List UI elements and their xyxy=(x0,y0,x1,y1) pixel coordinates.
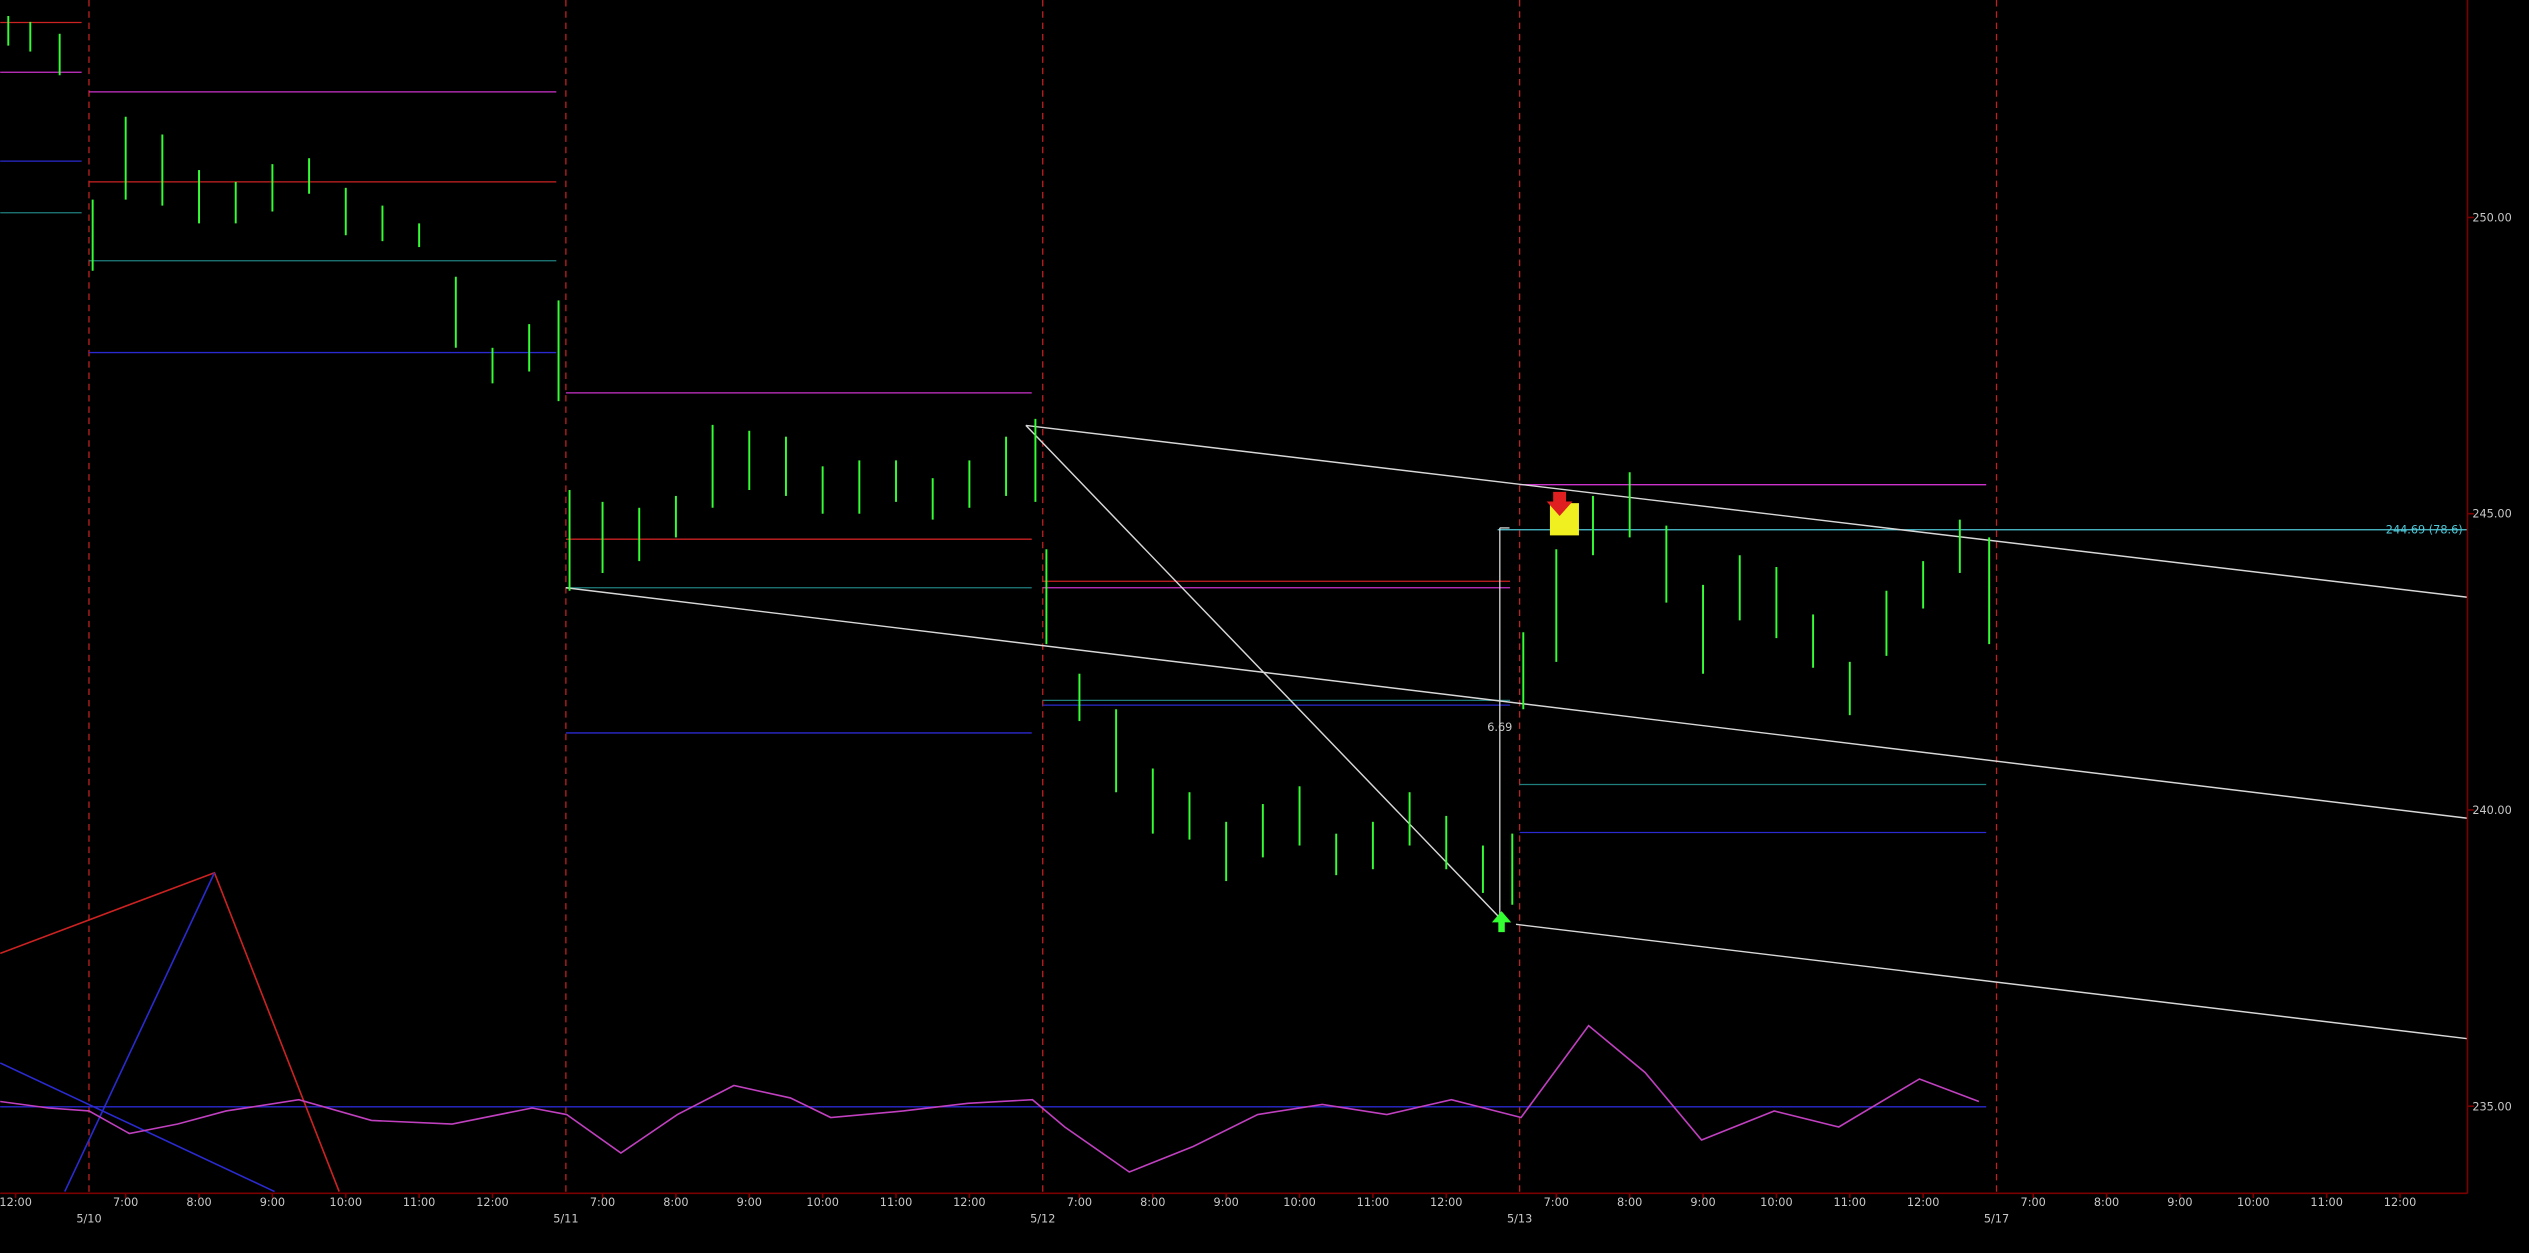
x-tick-label: 7:00 xyxy=(590,1196,615,1209)
oscillator-line xyxy=(0,1024,1980,1173)
x-tick-label: 11:00 xyxy=(1834,1196,1866,1209)
x-tick-label: 12:00 xyxy=(476,1196,508,1209)
trend-line xyxy=(565,587,2468,819)
zigzag-line xyxy=(0,1062,275,1193)
y-tick-label: 250.00 xyxy=(2472,211,2511,224)
x-tick-label: 7:00 xyxy=(1067,1196,1092,1209)
x-tick-label: 7:00 xyxy=(2021,1196,2046,1209)
y-tick-label: 235.00 xyxy=(2472,1100,2511,1113)
x-tick-label: 8:00 xyxy=(1140,1196,1165,1209)
x-tick-label: 9:00 xyxy=(2167,1196,2192,1209)
x-tick-label: 8:00 xyxy=(186,1196,211,1209)
y-tick-label: 245.00 xyxy=(2472,508,2511,521)
x-tick-label: 9:00 xyxy=(1214,1196,1239,1209)
x-tick-label: 11:00 xyxy=(1357,1196,1389,1209)
x-tick-label: 8:00 xyxy=(2094,1196,2119,1209)
buy-arrow xyxy=(1491,911,1512,933)
date-label: 5/17 xyxy=(1984,1212,2009,1225)
trend-line xyxy=(1025,424,1501,919)
x-tick-label: 9:00 xyxy=(1690,1196,1715,1209)
x-tick-label: 10:00 xyxy=(330,1196,362,1209)
x-tick-label: 11:00 xyxy=(2310,1196,2342,1209)
x-tick-label: 9:00 xyxy=(737,1196,762,1209)
date-label: 5/10 xyxy=(76,1212,101,1225)
y-tick-label: 240.00 xyxy=(2472,804,2511,817)
x-tick-label: 11:00 xyxy=(880,1196,912,1209)
zigzag-line xyxy=(64,872,216,1192)
measure-label: 6.69 xyxy=(1487,721,1512,734)
x-tick-label: 12:00 xyxy=(953,1196,985,1209)
trend-line xyxy=(1025,424,2468,598)
x-tick-label: 8:00 xyxy=(663,1196,688,1209)
date-label: 5/12 xyxy=(1030,1212,1055,1225)
plot-area: 244.69 (78.6) 6.69 xyxy=(0,0,2468,1194)
date-label: 5/13 xyxy=(1507,1212,1532,1225)
x-tick-label: 7:00 xyxy=(113,1196,138,1209)
x-tick-label: 10:00 xyxy=(2237,1196,2269,1209)
x-tick-label: 12:00 xyxy=(1430,1196,1462,1209)
x-tick-label: 12:00 xyxy=(1907,1196,1939,1209)
x-tick-label: 10:00 xyxy=(1760,1196,1792,1209)
x-tick-label: 8:00 xyxy=(1617,1196,1642,1209)
level-label: 244.69 (78.6) xyxy=(2386,524,2463,537)
trend-line xyxy=(1515,923,2468,1040)
x-tick-label: 11:00 xyxy=(403,1196,435,1209)
x-tick-label: 12:00 xyxy=(0,1196,32,1209)
date-label: 5/11 xyxy=(553,1212,578,1225)
x-tick-label: 10:00 xyxy=(806,1196,838,1209)
x-tick-label: 12:00 xyxy=(2384,1196,2416,1209)
x-tick-label: 9:00 xyxy=(260,1196,285,1209)
x-tick-label: 7:00 xyxy=(1544,1196,1569,1209)
x-tick-label: 10:00 xyxy=(1283,1196,1315,1209)
